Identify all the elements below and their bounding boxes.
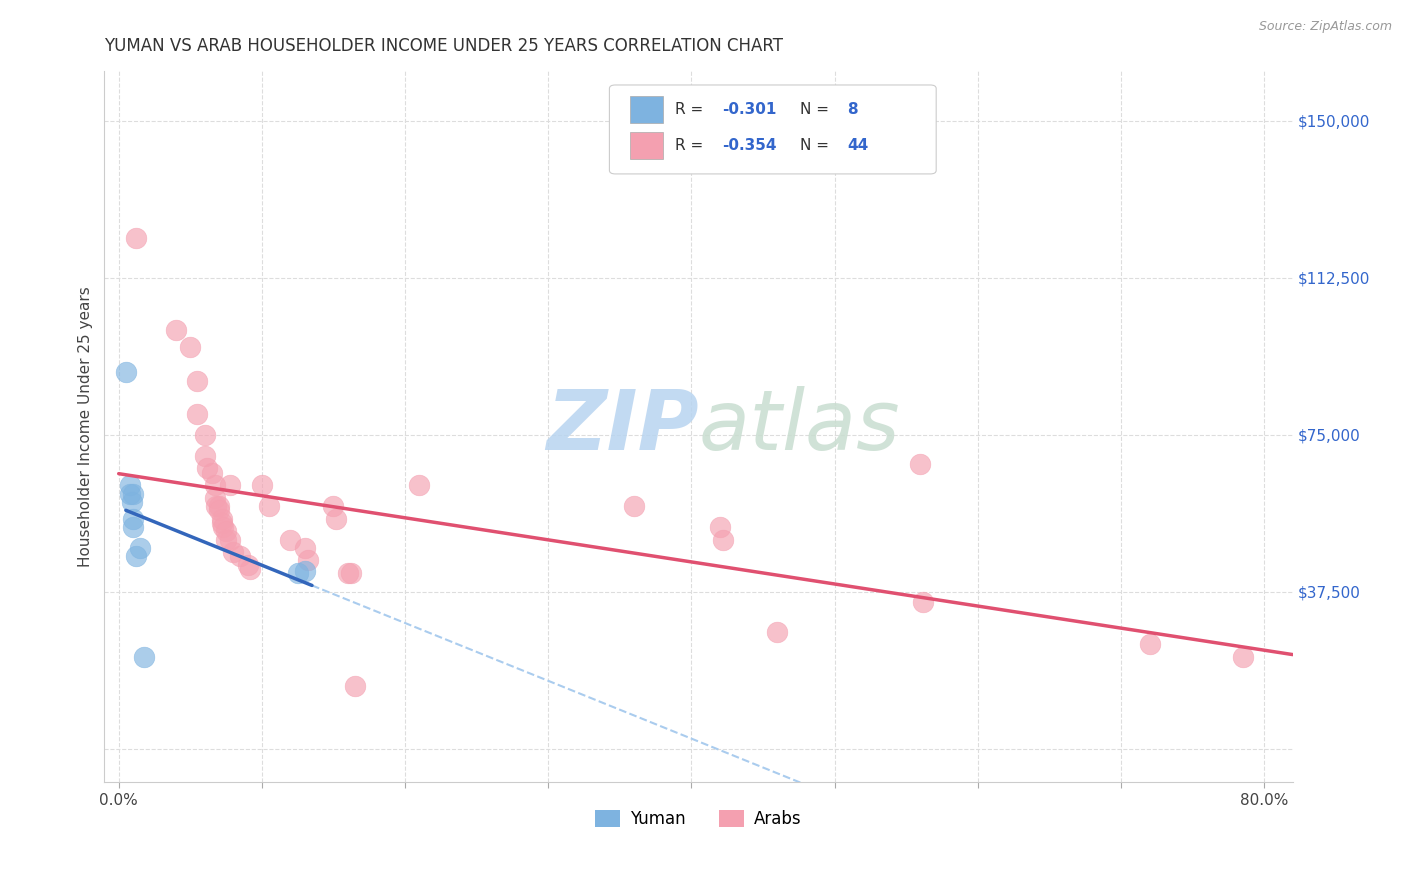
- Point: [122, 520, 145, 534]
- Point: [129, 541, 152, 555]
- Point: [205, 499, 228, 513]
- FancyBboxPatch shape: [630, 132, 662, 159]
- Legend: Yuman, Arabs: Yuman, Arabs: [589, 803, 808, 835]
- Point: [211, 516, 233, 530]
- Point: [219, 478, 242, 492]
- Point: [120, 486, 142, 500]
- Point: [294, 541, 316, 555]
- Point: [219, 533, 242, 547]
- Y-axis label: Householder Income Under 25 years: Householder Income Under 25 years: [79, 286, 93, 567]
- Point: [709, 520, 731, 534]
- Point: [197, 461, 219, 475]
- Text: atlas: atlas: [699, 386, 900, 467]
- Text: -0.301: -0.301: [723, 103, 776, 118]
- Point: [120, 478, 142, 492]
- Text: 44: 44: [846, 138, 869, 153]
- Point: [115, 365, 138, 379]
- Point: [1232, 649, 1254, 664]
- Point: [257, 499, 280, 513]
- Point: [912, 595, 935, 609]
- Point: [1139, 637, 1161, 651]
- Point: [339, 566, 361, 580]
- Point: [122, 511, 145, 525]
- Point: [250, 478, 273, 492]
- Text: N =: N =: [800, 103, 834, 118]
- Point: [910, 457, 932, 471]
- Point: [239, 562, 262, 576]
- FancyBboxPatch shape: [630, 96, 662, 123]
- Text: 8: 8: [846, 103, 858, 118]
- Text: R =: R =: [675, 138, 707, 153]
- Point: [165, 323, 187, 337]
- Point: [229, 549, 252, 564]
- FancyBboxPatch shape: [609, 85, 936, 174]
- Text: Source: ZipAtlas.com: Source: ZipAtlas.com: [1258, 20, 1392, 33]
- Point: [134, 649, 156, 664]
- Point: [212, 520, 235, 534]
- Point: [343, 679, 366, 693]
- Text: -0.354: -0.354: [723, 138, 776, 153]
- Point: [186, 374, 208, 388]
- Point: [204, 491, 226, 505]
- Point: [287, 566, 309, 580]
- Point: [211, 511, 233, 525]
- Point: [208, 499, 231, 513]
- Point: [179, 340, 201, 354]
- Text: N =: N =: [800, 138, 834, 153]
- Text: ZIP: ZIP: [546, 386, 699, 467]
- Point: [623, 499, 645, 513]
- Text: R =: R =: [675, 103, 707, 118]
- Point: [711, 533, 734, 547]
- Point: [215, 533, 238, 547]
- Point: [194, 449, 217, 463]
- Point: [280, 533, 302, 547]
- Point: [208, 503, 231, 517]
- Point: [122, 486, 145, 500]
- Point: [294, 564, 316, 578]
- Point: [325, 511, 347, 525]
- Point: [336, 566, 359, 580]
- Point: [236, 558, 259, 572]
- Point: [297, 553, 319, 567]
- Point: [215, 524, 238, 539]
- Point: [204, 478, 226, 492]
- Point: [408, 478, 430, 492]
- Point: [194, 428, 217, 442]
- Point: [201, 466, 224, 480]
- Point: [121, 495, 143, 509]
- Point: [125, 231, 148, 245]
- Point: [322, 499, 344, 513]
- Point: [186, 407, 208, 421]
- Point: [222, 545, 245, 559]
- Text: YUMAN VS ARAB HOUSEHOLDER INCOME UNDER 25 YEARS CORRELATION CHART: YUMAN VS ARAB HOUSEHOLDER INCOME UNDER 2…: [104, 37, 783, 55]
- Point: [125, 549, 148, 564]
- Point: [766, 624, 789, 639]
